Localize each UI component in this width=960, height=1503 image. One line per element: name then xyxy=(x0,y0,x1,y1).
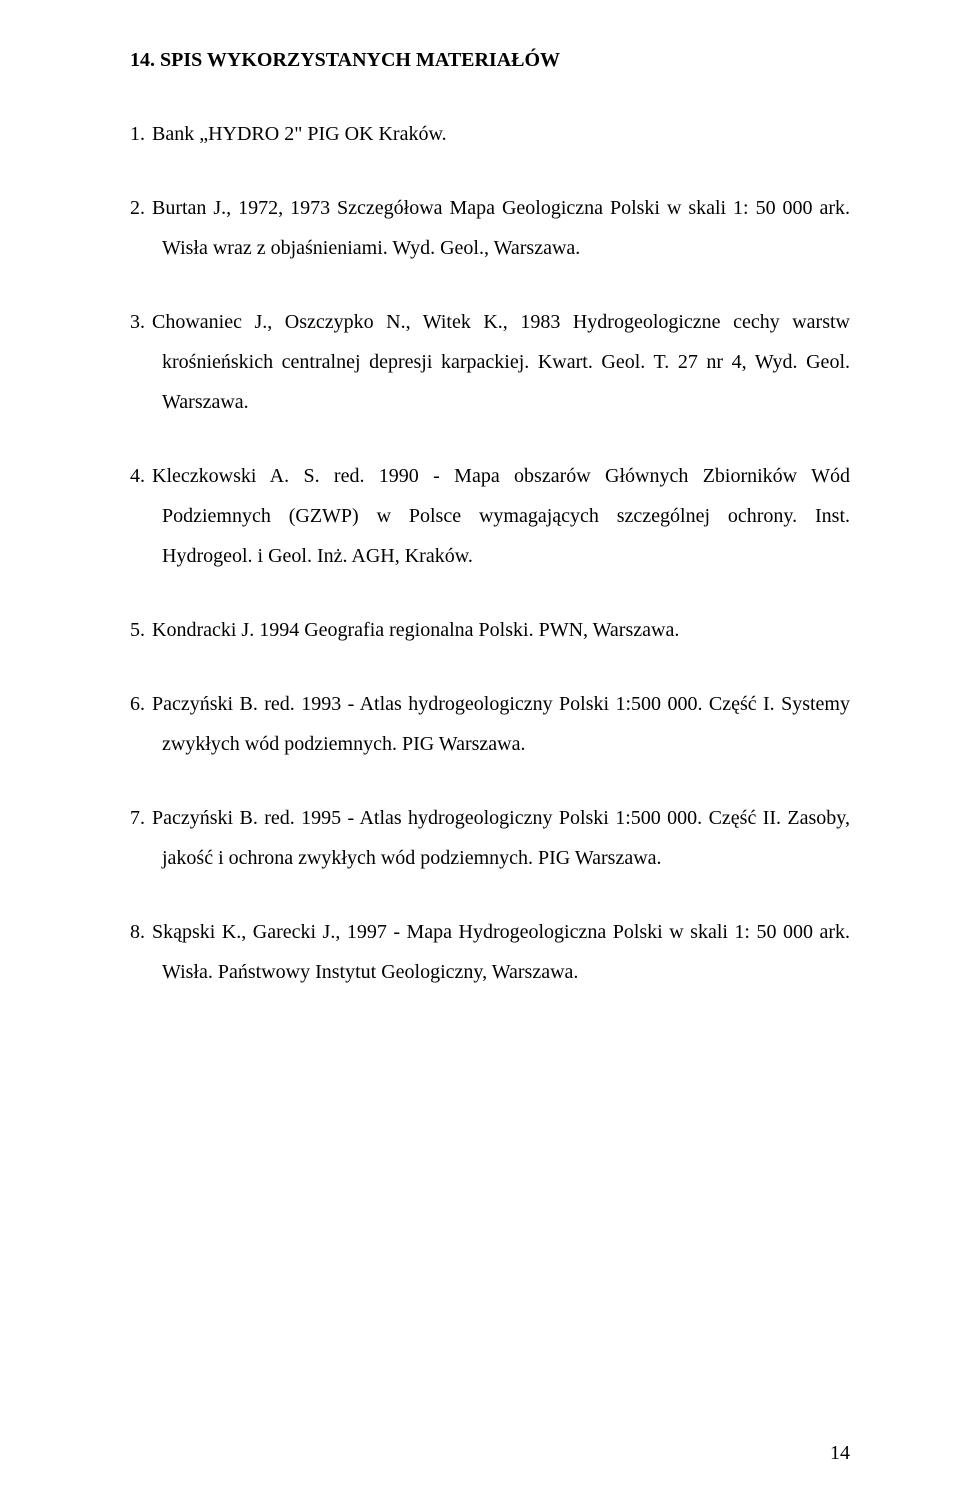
entry-text: Paczyński B. red. 1993 - Atlas hydrogeol… xyxy=(152,693,850,755)
bibliography-entry: 3.Chowaniec J., Oszczypko N., Witek K., … xyxy=(130,302,850,422)
entry-text: Bank „HYDRO 2" PIG OK Kraków. xyxy=(152,123,447,145)
bibliography-entry: 8.Skąpski K., Garecki J., 1997 - Mapa Hy… xyxy=(130,912,850,992)
entry-number: 1. xyxy=(130,114,152,154)
entry-text: Skąpski K., Garecki J., 1997 - Mapa Hydr… xyxy=(152,921,850,983)
bibliography-entry: 6.Paczyński B. red. 1993 - Atlas hydroge… xyxy=(130,684,850,764)
entry-number: 7. xyxy=(130,798,152,838)
entry-text: Kleczkowski A. S. red. 1990 - Mapa obsza… xyxy=(152,465,850,567)
entry-text: Chowaniec J., Oszczypko N., Witek K., 19… xyxy=(152,311,850,413)
entry-number: 2. xyxy=(130,188,152,228)
entry-text: Paczyński B. red. 1995 - Atlas hydrogeol… xyxy=(152,807,850,869)
entry-text: Burtan J., 1972, 1973 Szczegółowa Mapa G… xyxy=(152,197,850,259)
entry-number: 3. xyxy=(130,302,152,342)
entry-number: 6. xyxy=(130,684,152,724)
page-number: 14 xyxy=(830,1433,850,1473)
entry-number: 8. xyxy=(130,912,152,952)
document-page: 14. SPIS WYKORZYSTANYCH MATERIAŁÓW 1.Ban… xyxy=(0,0,960,1503)
entry-text: Kondracki J. 1994 Geografia regionalna P… xyxy=(152,619,679,641)
bibliography-entry: 1.Bank „HYDRO 2" PIG OK Kraków. xyxy=(130,114,850,154)
bibliography-entry: 4.Kleczkowski A. S. red. 1990 - Mapa obs… xyxy=(130,456,850,576)
bibliography-entry: 2.Burtan J., 1972, 1973 Szczegółowa Mapa… xyxy=(130,188,850,268)
entry-number: 4. xyxy=(130,456,152,496)
bibliography-entry: 7.Paczyński B. red. 1995 - Atlas hydroge… xyxy=(130,798,850,878)
entry-number: 5. xyxy=(130,610,152,650)
section-heading: 14. SPIS WYKORZYSTANYCH MATERIAŁÓW xyxy=(130,40,850,80)
bibliography-entry: 5.Kondracki J. 1994 Geografia regionalna… xyxy=(130,610,850,650)
